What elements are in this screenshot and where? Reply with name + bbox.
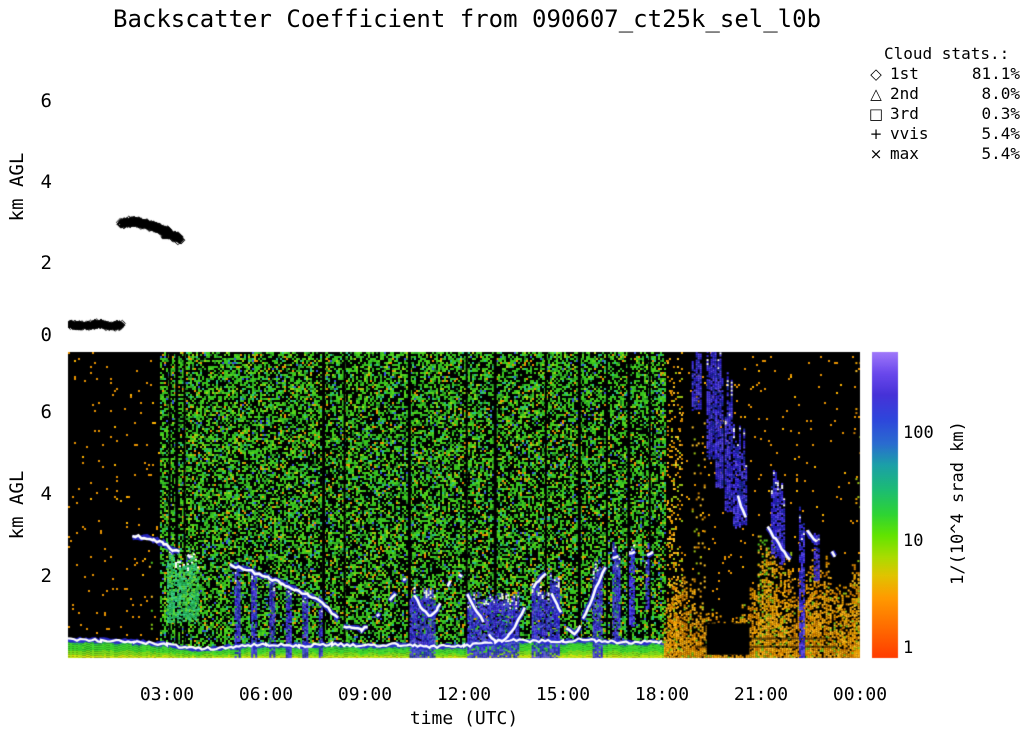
triangle-marker-icon: △ [870,85,882,103]
x-tick-0000: 00:00 [832,684,888,705]
legend-row-max: × max 5.4% [862,144,1020,164]
y-axis-label-top: km AGL [6,152,28,222]
legend-label: 1st [890,64,919,83]
legend-value: 81.1% [971,64,1020,83]
colorbar-tick-10: 10 [903,531,924,551]
diamond-marker-icon: ◇ [870,65,882,83]
x-tick-0300: 03:00 [139,684,195,705]
colorbar-title: 1/(10^4 srad km) [948,421,968,585]
chart-title: Backscatter Coefficient from 090607_ct25… [113,5,822,33]
x-tick-1800: 18:00 [634,684,690,705]
legend-label: vvis [890,124,929,143]
cross-marker-icon: × [869,145,883,163]
y-axis-label-bottom: km AGL [6,470,28,540]
x-axis-label: time (UTC) [409,708,519,729]
x-tick-0900: 09:00 [337,684,393,705]
y-tick-bottom-6: 6 [40,401,52,423]
y-tick-bottom-4: 4 [40,483,52,505]
legend-label: 3rd [890,104,919,123]
y-tick-top-2: 2 [40,252,52,274]
x-tick-1200: 12:00 [436,684,492,705]
colorbar-tick-1: 1 [903,638,914,658]
cloud-stats-legend: Cloud stats.: ◇ 1st 81.1% △ 2nd 8.0% □ 3… [862,44,1020,164]
legend-row-3rd: □ 3rd 0.3% [862,104,1020,124]
legend-label: max [890,144,919,163]
x-tick-0600: 06:00 [238,684,294,705]
square-marker-icon: □ [868,105,884,123]
x-tick-2100: 21:00 [733,684,789,705]
legend-title: Cloud stats.: [884,44,1010,63]
legend-row-1st: ◇ 1st 81.1% [862,64,1020,84]
legend-row-2nd: △ 2nd 8.0% [862,84,1020,104]
legend-value: 8.0% [981,84,1020,103]
y-tick-bottom-2: 2 [40,565,52,587]
plus-marker-icon: + [869,125,883,143]
legend-value: 5.4% [981,144,1020,163]
legend-label: 2nd [890,84,919,103]
legend-value: 0.3% [981,104,1020,123]
y-tick-top-6: 6 [40,90,52,112]
y-tick-top-0: 0 [40,324,52,346]
x-tick-1500: 15:00 [535,684,591,705]
legend-row-vvis: + vvis 5.4% [862,124,1020,144]
y-tick-top-4: 4 [40,171,52,193]
colorbar-tick-100: 100 [903,423,934,443]
legend-value: 5.4% [981,124,1020,143]
